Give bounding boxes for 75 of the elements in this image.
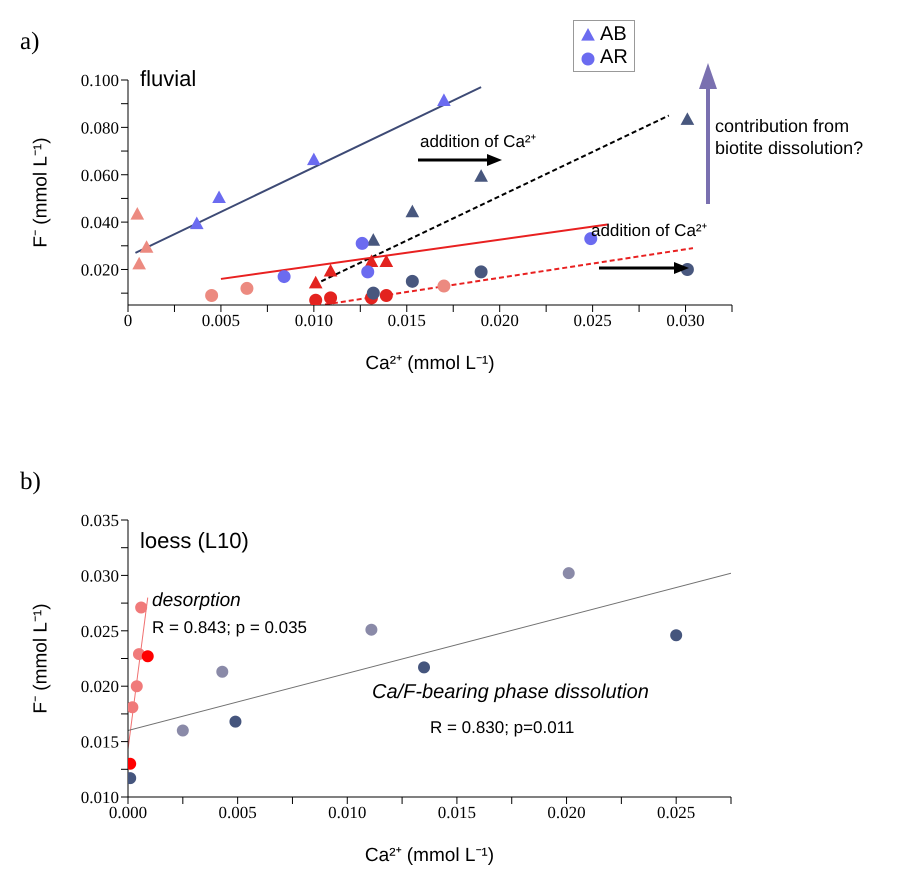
legend-label: AR: [600, 46, 628, 69]
point: [132, 257, 146, 270]
point: [364, 254, 378, 268]
point: [356, 236, 369, 250]
point: [437, 94, 450, 106]
annotation: desorption: [152, 590, 241, 613]
point: [437, 280, 450, 293]
x-axis-title: Ca²⁺ (mmol L⁻¹): [364, 845, 494, 866]
point: [474, 265, 488, 278]
annotation: loess (L10): [140, 528, 249, 554]
y-tick-label: 0.030: [80, 566, 119, 586]
y-tick-label: 0.040: [80, 213, 119, 232]
y-axis-title: F⁻ (mmol L⁻¹): [30, 137, 52, 248]
point: [212, 191, 226, 204]
point: [406, 205, 419, 218]
x-tick-label: 0.030: [666, 311, 705, 330]
y-tick-label: 0.020: [80, 677, 119, 696]
x-tick-label: 0.025: [657, 803, 696, 822]
point: [135, 602, 148, 614]
x-tick-label: 0.010: [328, 803, 366, 822]
point: [406, 274, 419, 288]
y-tick-label: 0.015: [80, 732, 119, 752]
point: [361, 265, 374, 278]
point: [176, 724, 189, 737]
point: [130, 208, 144, 220]
x-tick-label: 0.025: [573, 311, 612, 330]
point: [205, 289, 218, 302]
point: [562, 567, 575, 580]
point: [366, 286, 380, 300]
point: [130, 680, 143, 692]
y-tick-label: 0.100: [80, 71, 119, 90]
annotation: fluvial: [140, 66, 196, 92]
point: [418, 661, 430, 674]
x-tick-label: 0: [124, 311, 132, 330]
point: [190, 217, 204, 230]
y-tick-label: 0.080: [80, 118, 119, 138]
point: [309, 276, 322, 288]
point: [380, 289, 393, 302]
point: [474, 170, 488, 182]
y-axis-title: F⁻ (mmol L⁻¹): [30, 603, 52, 714]
annotation: addition of Ca²⁺: [591, 221, 708, 242]
point: [680, 112, 694, 125]
legend-label: AB: [600, 23, 627, 46]
point: [366, 234, 380, 246]
chart-title: b): [20, 468, 41, 496]
x-tick-label: 0.015: [388, 311, 426, 330]
point: [278, 270, 291, 284]
y-tick-label: 0.025: [80, 622, 119, 641]
point: [309, 294, 322, 305]
y-tick-label: 0.020: [80, 260, 119, 280]
annotation: Ca/F-bearing phase dissolution: [372, 680, 649, 704]
x-tick-label: 0.015: [438, 803, 476, 822]
x-tick-label: 0.010: [294, 311, 333, 330]
point: [380, 254, 393, 268]
point: [324, 264, 338, 276]
x-tick-label: 0.005: [202, 311, 240, 330]
annotation: addition of Ca²⁺: [420, 132, 537, 152]
point: [324, 291, 338, 304]
y-tick-label: 0.060: [80, 166, 119, 185]
x-tick-label: 0.020: [547, 803, 586, 822]
x-tick-label: 0.005: [218, 803, 257, 822]
point: [229, 716, 242, 728]
point: [140, 240, 154, 253]
annotation: R = 0.843; p = 0.035: [152, 618, 308, 638]
point: [365, 624, 378, 636]
y-tick-label: 0.035: [80, 511, 119, 530]
chart-title: a): [20, 28, 40, 56]
point: [307, 153, 320, 166]
point: [240, 282, 254, 295]
x-tick-label: 0.020: [480, 311, 519, 330]
point: [216, 666, 228, 678]
annotation: contribution from biotite dissolution?: [715, 116, 864, 160]
point: [670, 629, 682, 642]
annotation: R = 0.830; p=0.011: [430, 718, 574, 738]
x-axis-title: Ca²⁺ (mmol L⁻¹): [365, 353, 495, 374]
